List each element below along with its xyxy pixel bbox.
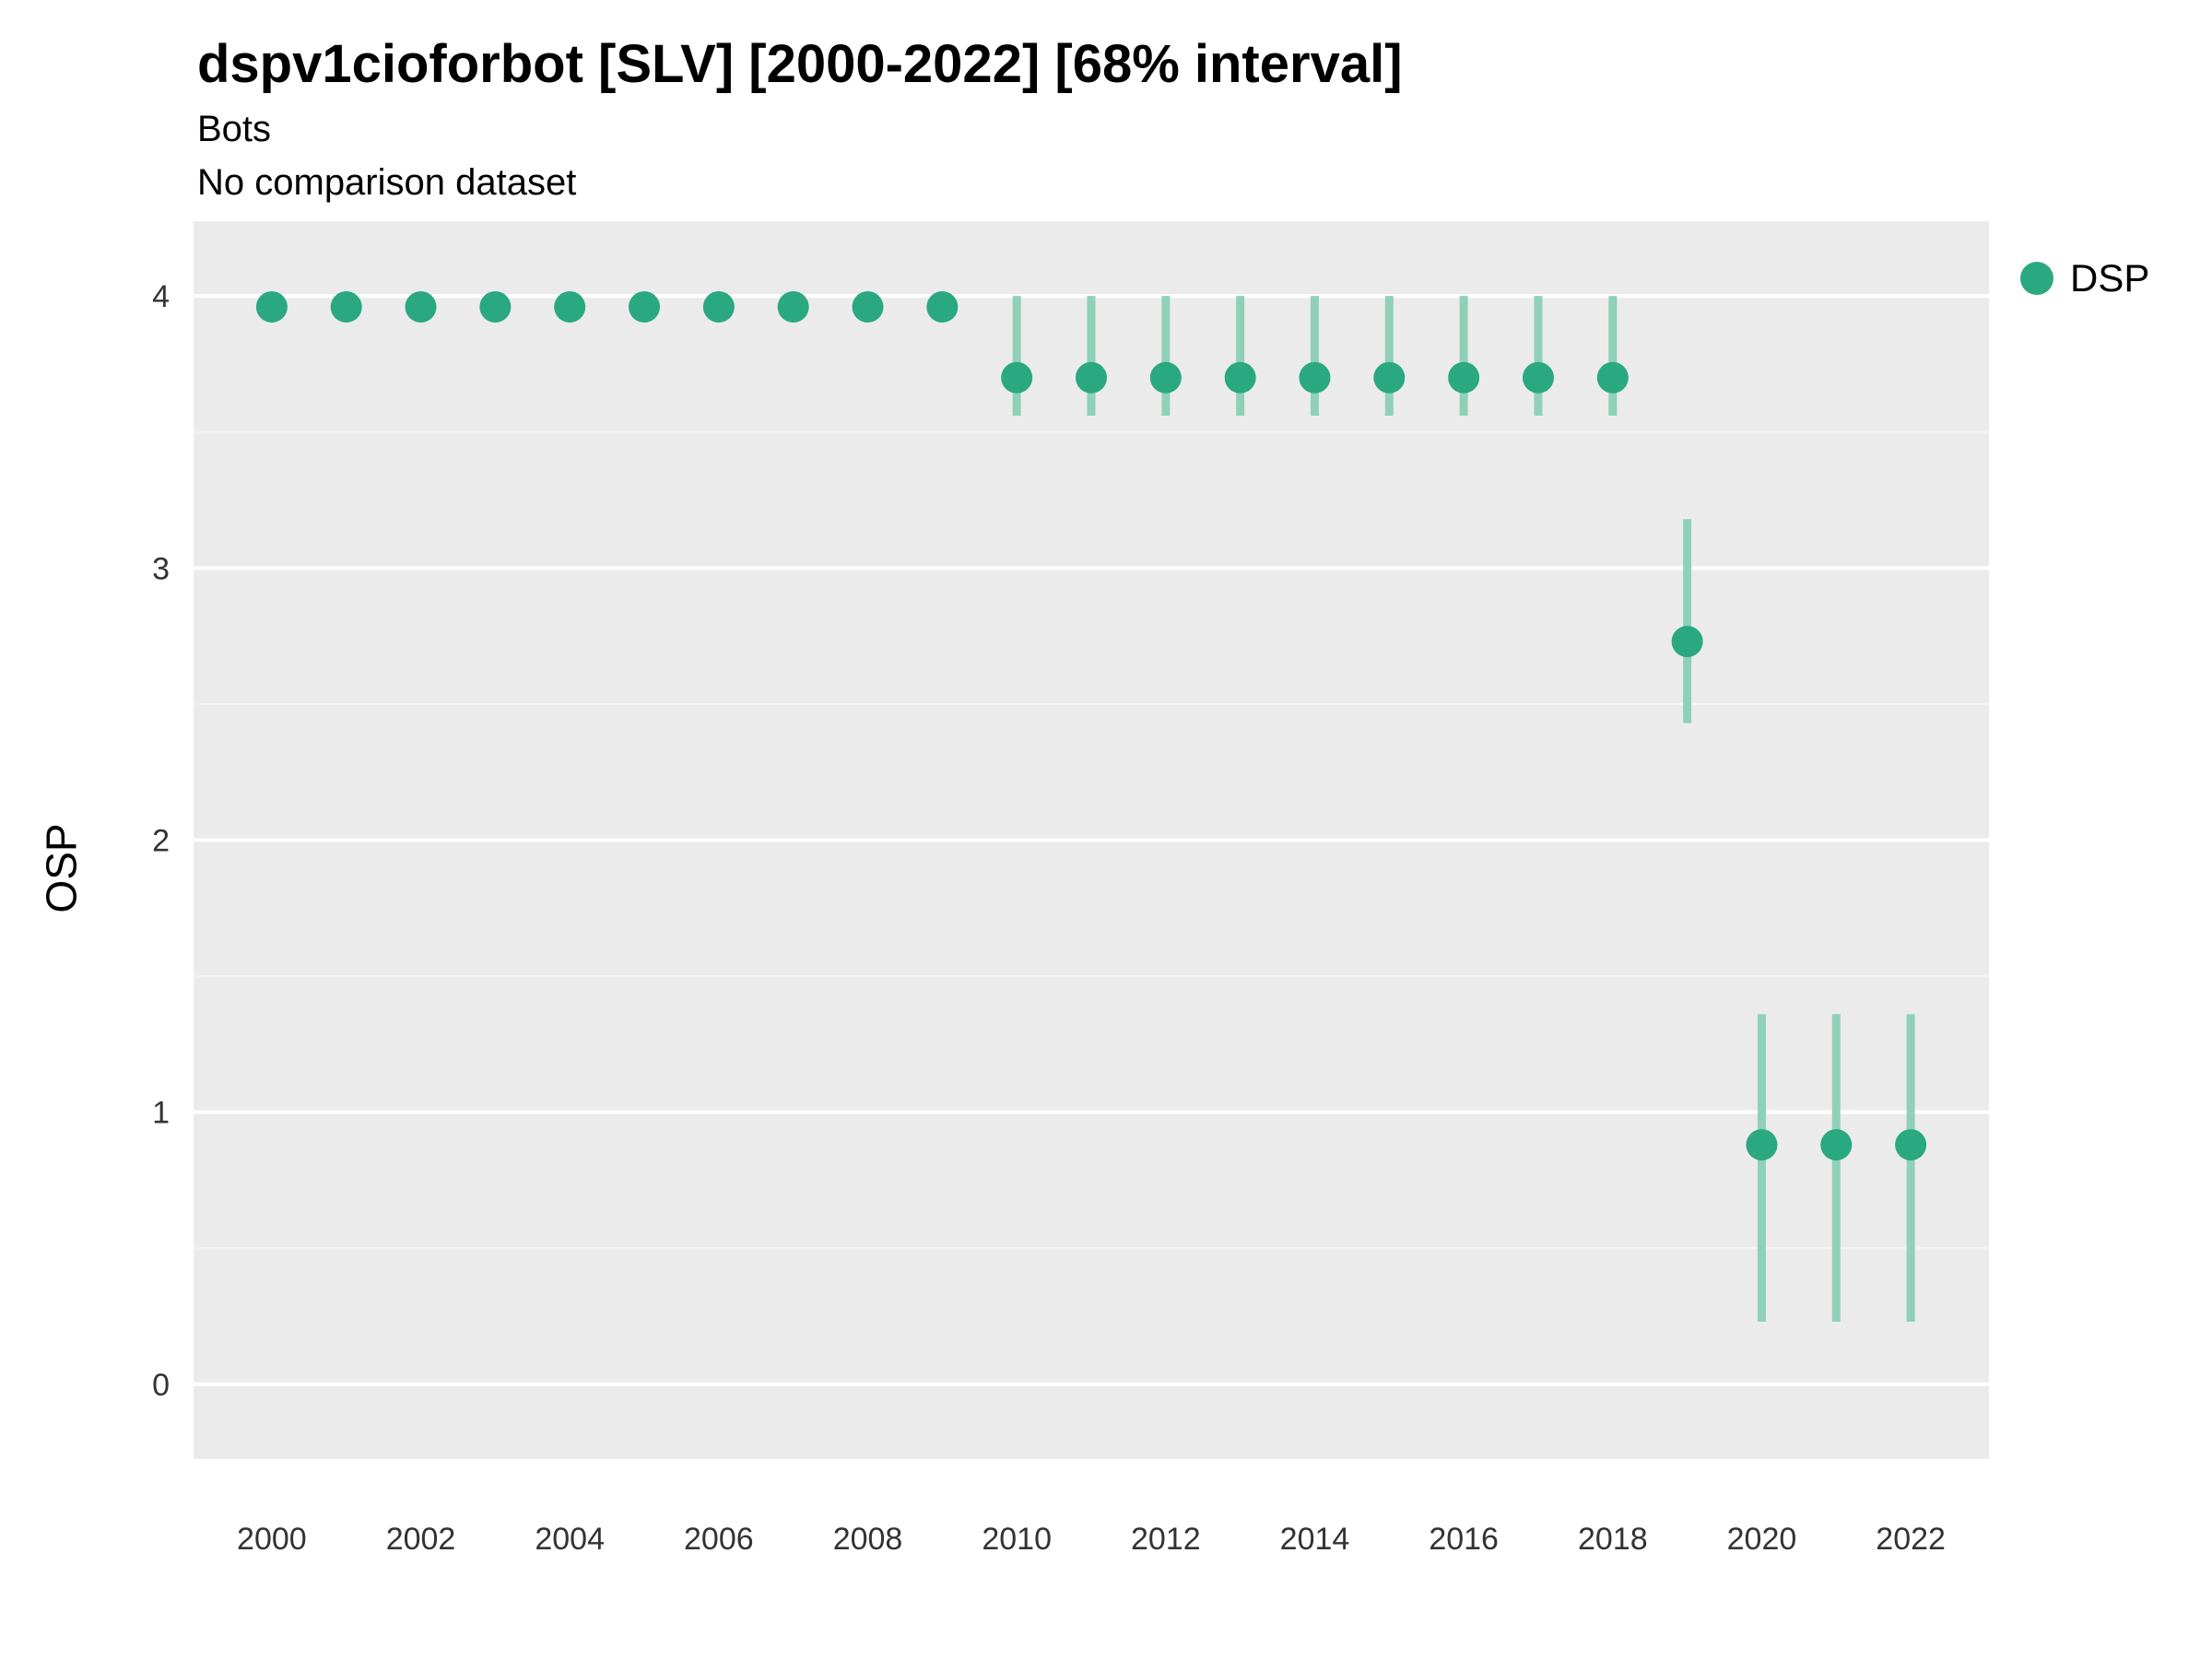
- x-tick-label: 2008: [833, 1522, 903, 1557]
- data-point: [554, 290, 586, 323]
- data-point: [1895, 1129, 1927, 1161]
- y-tick-label: 3: [152, 551, 170, 586]
- data-point: [1820, 1129, 1853, 1161]
- x-tick-label: 2004: [535, 1522, 605, 1557]
- data-point: [1522, 361, 1554, 394]
- data-point: [1448, 361, 1480, 394]
- y-tick-label: 2: [152, 824, 170, 859]
- chart-subtitle: Bots: [197, 109, 272, 149]
- y-tick-label: 1: [152, 1096, 170, 1131]
- data-point: [1149, 361, 1182, 394]
- x-tick-label: 2014: [1280, 1522, 1350, 1557]
- chart-title: dspv1cioforbot [SLV] [2000-2022] [68% in…: [197, 34, 1403, 94]
- data-point: [1224, 361, 1256, 394]
- chart-comparison-note: No comparison dataset: [197, 162, 577, 203]
- x-tick-label: 2010: [982, 1522, 1052, 1557]
- data-point: [1299, 361, 1331, 394]
- data-point: [1746, 1129, 1778, 1161]
- x-tick-label: 2016: [1429, 1522, 1499, 1557]
- data-point: [1596, 361, 1629, 394]
- data-point: [255, 290, 288, 323]
- data-point: [852, 290, 884, 323]
- legend: DSP: [2020, 256, 2149, 300]
- x-tick-label: 2022: [1876, 1522, 1946, 1557]
- data-point: [926, 290, 959, 323]
- x-tick-label: 2020: [1727, 1522, 1797, 1557]
- data-point: [405, 290, 437, 323]
- legend-label: DSP: [2070, 256, 2150, 300]
- data-point: [1076, 361, 1107, 394]
- y-tick-label: 0: [152, 1368, 170, 1403]
- x-tick-label: 2002: [386, 1522, 456, 1557]
- y-axis-title: OSP: [37, 823, 86, 913]
- y-tick-label: 4: [152, 279, 170, 314]
- data-point: [1671, 626, 1703, 658]
- legend-marker-icon: [2020, 262, 2053, 295]
- data-point: [629, 290, 661, 323]
- data-point: [702, 290, 735, 323]
- data-point: [1001, 361, 1033, 394]
- x-tick-label: 2012: [1131, 1522, 1201, 1557]
- data-point: [479, 290, 512, 323]
- data-point: [330, 290, 362, 323]
- data-point: [777, 290, 809, 323]
- data-point: [1373, 361, 1406, 394]
- x-tick-label: 2006: [684, 1522, 754, 1557]
- x-tick-label: 2000: [237, 1522, 307, 1557]
- x-tick-label: 2018: [1578, 1522, 1648, 1557]
